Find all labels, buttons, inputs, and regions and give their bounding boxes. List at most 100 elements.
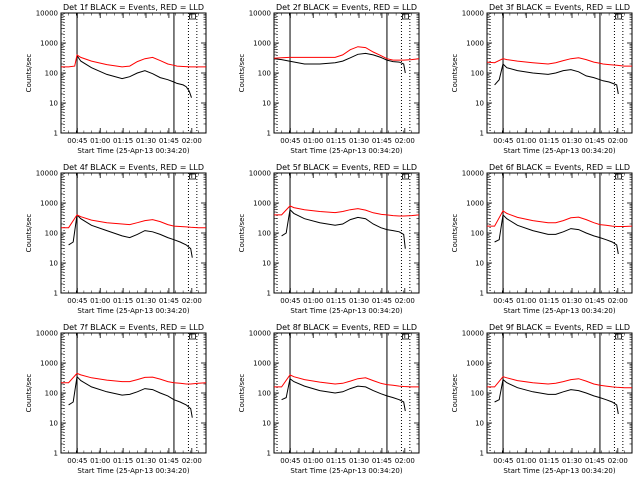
- series-events-line: [494, 63, 619, 95]
- x-tick-label: 01:45: [159, 297, 179, 305]
- y-axis-label: Counts/sec: [25, 374, 33, 413]
- attenuator-box: [402, 13, 409, 20]
- chart-panel-4: Det 4f BLACK = Events, RED = LLD Start Ti…: [25, 163, 207, 315]
- x-tick-label: 00:45: [493, 457, 513, 465]
- chart-panel-6: Det 6f BLACK = Events, RED = LLD Start Ti…: [451, 163, 633, 315]
- x-axis-label: Start Time (25-Apr-13 00:34:20): [77, 147, 189, 155]
- series-lld-line: [61, 372, 207, 385]
- x-tick-label: 01:45: [159, 457, 179, 465]
- chart-panel-8: Det 8f BLACK = Events, RED = LLD Start Ti…: [238, 323, 420, 475]
- y-tick-label: 1000: [466, 360, 484, 368]
- x-tick-label: 01:00: [90, 297, 110, 305]
- series-lld-line: [487, 376, 632, 389]
- y-tick-label: 1000: [466, 200, 484, 208]
- y-tick-label: 10000: [462, 170, 484, 178]
- series-events-line: [281, 208, 406, 249]
- attenuator-box: [189, 13, 196, 20]
- x-tick-label: 01:30: [136, 457, 156, 465]
- y-tick-label: 1: [54, 290, 58, 298]
- y-tick-label: 100: [45, 230, 58, 238]
- y-tick-label: 100: [258, 70, 271, 78]
- y-tick-label: 100: [258, 230, 271, 238]
- chart-panel-5: Det 5f BLACK = Events, RED = LLD Start Ti…: [238, 163, 420, 315]
- y-tick-label: 10: [49, 100, 58, 108]
- series-events-line: [494, 213, 619, 255]
- attenuator-box: [402, 173, 409, 180]
- series-lld-line: [274, 205, 420, 217]
- chart-title: Det 9f BLACK = Events, RED = LLD: [489, 323, 630, 332]
- attenuator-box: [402, 333, 409, 340]
- x-tick-label: 01:30: [562, 457, 582, 465]
- x-tick-label: 01:45: [372, 137, 392, 145]
- y-tick-label: 1000: [253, 40, 271, 48]
- chart-panel-1: Det 1f BLACK = Events, RED = LLD Start Ti…: [25, 3, 207, 155]
- y-tick-label: 10000: [462, 330, 484, 338]
- series-events-line: [494, 378, 619, 415]
- plot-frame: [273, 332, 420, 454]
- series-lld-line: [487, 210, 633, 227]
- y-tick-label: 1000: [253, 360, 271, 368]
- chart-title: Det 6f BLACK = Events, RED = LLD: [489, 163, 630, 172]
- x-tick-label: 01:15: [326, 457, 346, 465]
- x-tick-label: 01:00: [516, 137, 536, 145]
- y-axis-label: Counts/sec: [451, 374, 459, 413]
- series-events-line: [68, 375, 193, 418]
- plot-frame: [273, 12, 420, 134]
- x-axis-label: Start Time (25-Apr-13 00:34:20): [503, 467, 615, 475]
- x-tick-label: 02:00: [608, 137, 628, 145]
- chart-title: Det 7f BLACK = Events, RED = LLD: [63, 323, 204, 332]
- series-events-line: [68, 213, 193, 258]
- x-tick-label: 01:45: [585, 297, 605, 305]
- y-tick-label: 1: [267, 130, 271, 138]
- y-tick-label: 1: [54, 130, 58, 138]
- series-lld-line: [486, 57, 632, 67]
- attenuator-box: [615, 333, 622, 340]
- y-tick-label: 1: [480, 450, 484, 458]
- x-tick-label: 01:00: [303, 457, 323, 465]
- y-axis-label: Counts/sec: [451, 54, 459, 93]
- x-tick-label: 02:00: [608, 457, 628, 465]
- y-tick-label: 1: [267, 450, 271, 458]
- x-tick-label: 01:00: [303, 297, 323, 305]
- chart-panel-9: Det 9f BLACK = Events, RED = LLD Start Ti…: [451, 323, 633, 475]
- x-tick-label: 01:00: [303, 137, 323, 145]
- x-tick-label: 01:30: [349, 457, 369, 465]
- x-tick-label: 01:30: [349, 137, 369, 145]
- chart-title: Det 4f BLACK = Events, RED = LLD: [63, 163, 204, 172]
- y-tick-label: 1: [54, 450, 58, 458]
- x-tick-label: 02:00: [395, 137, 415, 145]
- y-tick-label: 1: [480, 290, 484, 298]
- y-tick-label: 10: [49, 260, 58, 268]
- y-tick-label: 10000: [36, 330, 58, 338]
- y-tick-label: 10000: [36, 170, 58, 178]
- x-tick-label: 00:45: [67, 297, 87, 305]
- x-axis-label: Start Time (25-Apr-13 00:34:20): [77, 467, 189, 475]
- y-tick-label: 100: [45, 390, 58, 398]
- x-tick-label: 02:00: [395, 457, 415, 465]
- x-axis-label: Start Time (25-Apr-13 00:34:20): [290, 307, 402, 315]
- y-tick-label: 10: [262, 100, 271, 108]
- x-tick-label: 01:15: [326, 137, 346, 145]
- x-tick-label: 01:15: [113, 297, 133, 305]
- x-axis-label: Start Time (25-Apr-13 00:34:20): [290, 467, 402, 475]
- x-tick-label: 01:00: [516, 457, 536, 465]
- y-tick-label: 1000: [40, 200, 58, 208]
- attenuator-box: [189, 173, 196, 180]
- series-lld-line: [61, 54, 206, 68]
- x-tick-label: 00:45: [493, 297, 513, 305]
- series-lld-line: [273, 46, 420, 61]
- x-tick-label: 01:45: [585, 137, 605, 145]
- x-tick-label: 00:45: [280, 457, 300, 465]
- y-tick-label: 100: [258, 390, 271, 398]
- x-axis-label: Start Time (25-Apr-13 00:34:20): [77, 307, 189, 315]
- plot-frame: [60, 12, 207, 134]
- series-events-line: [76, 55, 192, 98]
- chart-title: Det 2f BLACK = Events, RED = LLD: [276, 3, 417, 12]
- series-events-line: [281, 377, 406, 412]
- y-tick-label: 10000: [462, 10, 484, 18]
- x-tick-label: 01:45: [372, 457, 392, 465]
- y-tick-label: 10: [49, 420, 58, 428]
- x-tick-label: 01:30: [562, 137, 582, 145]
- chart-panel-2: Det 2f BLACK = Events, RED = LLD Start Ti…: [238, 3, 420, 155]
